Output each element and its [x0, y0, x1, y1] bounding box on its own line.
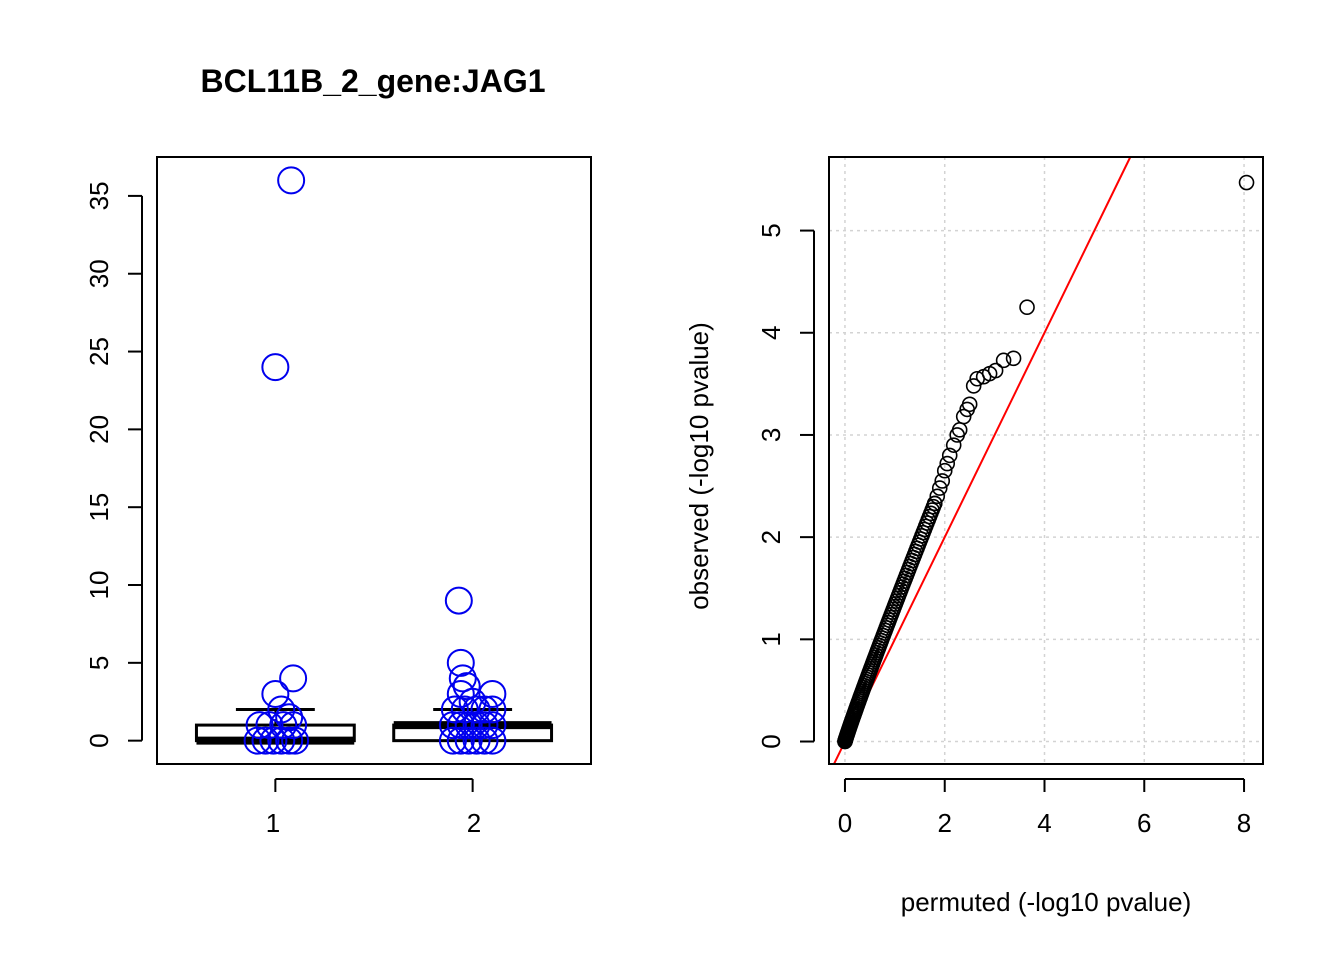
- qq-point-20: [929, 488, 946, 505]
- boxplot-point-23: [440, 695, 469, 724]
- boxplot-y-tick-label-15: 15: [84, 493, 114, 522]
- boxplot-point-11: [251, 726, 280, 755]
- qq-x-tick-label-0: 0: [838, 808, 852, 838]
- qq-panel: 0 2 4 6 8 0 1 2 3 4 5 permuted (-log10 pvalue) obs…: [684, 156, 1264, 917]
- boxplot-y-tick-label-10: 10: [84, 571, 114, 600]
- qq-point-14: [945, 437, 962, 453]
- boxplot-y-tick-label-0: 0: [84, 733, 114, 747]
- boxplot-y-tick-label-5: 5: [84, 656, 114, 670]
- boxplot-point-25: [462, 695, 491, 724]
- qq-x-tick-label-2: 2: [937, 808, 951, 838]
- boxplot-point-29: [446, 711, 475, 740]
- qq-x-tick-label-6: 6: [1137, 808, 1151, 838]
- qq-reference-line-segment: [833, 156, 1132, 765]
- qq-point-13: [949, 427, 966, 443]
- qq-y-tick-label-0: 0: [756, 734, 786, 748]
- boxplot-y-tick-label-30: 30: [84, 259, 114, 288]
- qq-x-tick-label-4: 4: [1037, 808, 1051, 838]
- boxplot-point-30: [454, 711, 483, 740]
- boxplot-point-31: [462, 711, 491, 740]
- boxplot-point-32: [470, 711, 499, 740]
- boxplot-panel: BCL11B_2_gene:JAG1 0 5 10 15 20 25 30 35 1 2: [84, 63, 592, 838]
- qq-y-tick-label-4: 4: [756, 326, 786, 340]
- boxplot-y-tick-label-20: 20: [84, 415, 114, 444]
- qq-y-tick-label-2: 2: [756, 530, 786, 544]
- qq-point-21: [926, 495, 943, 512]
- qq-points: [837, 174, 1255, 750]
- qq-x-tick-label-8: 8: [1237, 808, 1251, 838]
- qq-y-tick-label-5: 5: [756, 223, 786, 237]
- qq-point-16: [939, 455, 956, 472]
- boxplot-x-tick-label-1: 1: [266, 808, 280, 838]
- qq-grid: [829, 157, 1263, 764]
- qq-point-19: [931, 480, 948, 496]
- boxplot-point-35: [446, 726, 475, 755]
- qq-y-tick-label-3: 3: [756, 428, 786, 442]
- qq-point-1: [1019, 299, 1035, 316]
- qq-point-18: [934, 473, 951, 489]
- qq-frame: [828, 156, 1264, 765]
- boxplot-point-10: [243, 726, 272, 755]
- boxplot-x-tick-label-2: 2: [467, 808, 481, 838]
- qq-point-0: [1238, 174, 1255, 191]
- boxplot-point-37: [462, 726, 491, 755]
- boxplot-point-28: [438, 711, 467, 740]
- boxplot-point-26: [470, 695, 499, 724]
- boxplot-point-1: [261, 353, 290, 382]
- boxplot-point-3: [261, 679, 290, 708]
- qq-point-3: [995, 352, 1012, 369]
- boxplot-point-6: [245, 711, 274, 740]
- boxplot-point-27: [478, 695, 507, 724]
- boxplot-point-14: [275, 726, 304, 755]
- qq-x-axis-label: permuted (-log10 pvalue): [901, 887, 1192, 917]
- boxplot-title: BCL11B_2_gene:JAG1: [200, 63, 545, 99]
- boxplot-y-axis: 0 5 10 15 20 25 30 35: [84, 181, 143, 748]
- boxplot-point-0: [277, 166, 306, 195]
- boxplot-y-tick-label-25: 25: [84, 337, 114, 366]
- boxplot-frame: [156, 156, 592, 765]
- boxplot-point-33: [478, 711, 507, 740]
- boxplot-points: [243, 166, 507, 755]
- boxplot-point-17: [446, 648, 475, 677]
- boxplot-point-18: [448, 664, 477, 693]
- qq-point-6: [975, 368, 992, 385]
- qq-point-15: [941, 447, 958, 464]
- boxplot-x-axis: 1 2: [266, 778, 481, 838]
- qq-point-10: [959, 401, 975, 418]
- boxplot-point-16: [444, 586, 473, 615]
- boxplot-point-2: [279, 664, 308, 693]
- qq-reference-line: [833, 156, 1132, 765]
- boxplot-point-15: [281, 726, 310, 755]
- qq-point-17: [936, 462, 953, 479]
- qq-point-8: [965, 378, 982, 394]
- boxplot-point-39: [478, 726, 507, 755]
- qq-y-axis-label: observed (-log10 pvalue): [684, 322, 714, 610]
- boxplot-point-36: [454, 726, 483, 755]
- qq-y-tick-label-1: 1: [756, 632, 786, 646]
- boxplot-point-21: [478, 679, 507, 708]
- qq-point-7: [969, 370, 985, 387]
- boxplot-point-20: [446, 679, 475, 708]
- boxplot-point-34: [438, 726, 467, 755]
- boxplot-point-38: [470, 726, 499, 755]
- boxplot-point-19: [452, 672, 481, 701]
- boxplot-point-13: [267, 726, 296, 755]
- boxplot-y-tick-label-35: 35: [84, 181, 114, 210]
- qq-point-2: [1005, 350, 1022, 367]
- qq-axes: 0 2 4 6 8 0 1 2 3 4 5: [756, 223, 1251, 838]
- boxplot-point-12: [259, 726, 288, 755]
